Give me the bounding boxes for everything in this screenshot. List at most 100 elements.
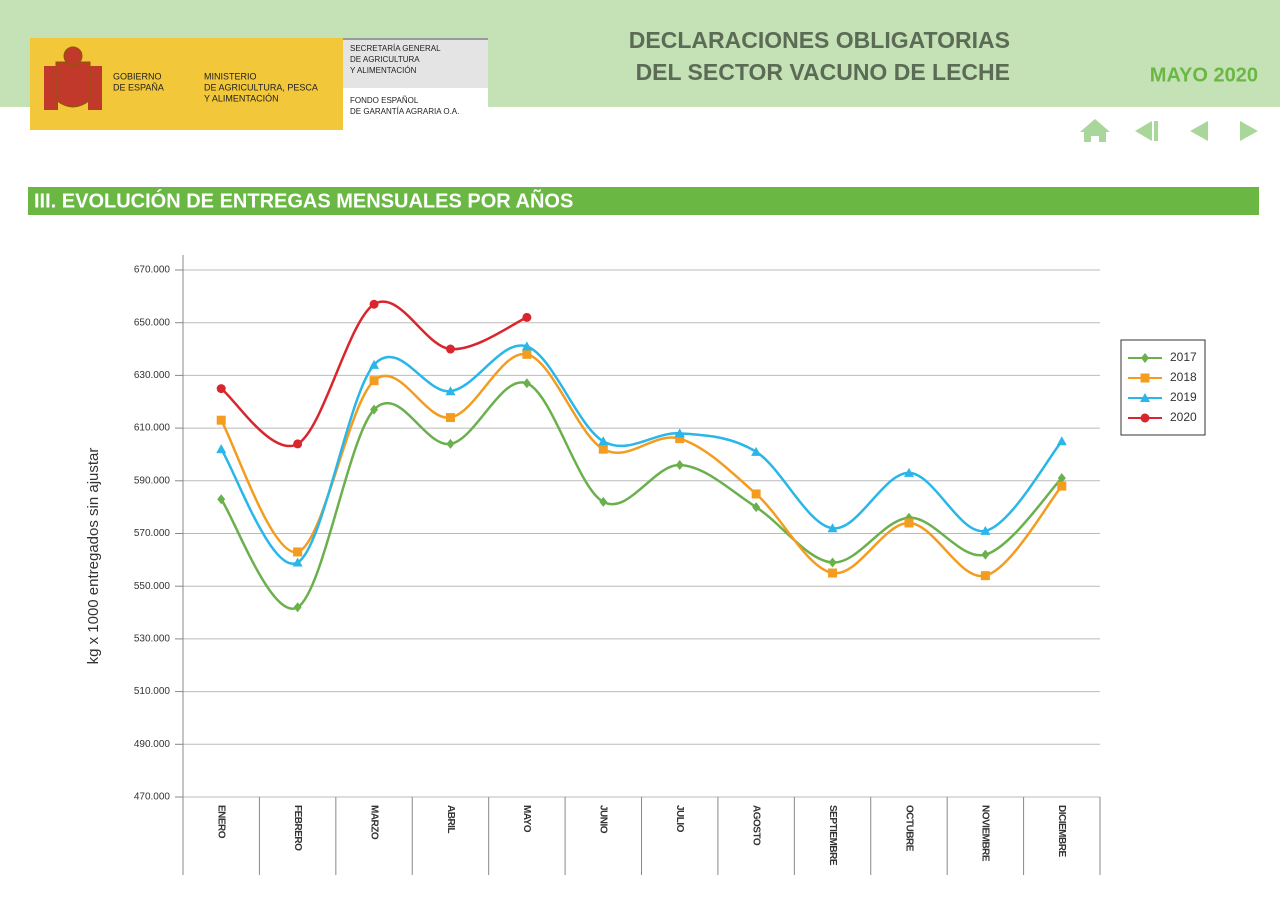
point (445, 386, 456, 396)
secretary-line: Y ALIMENTACIÓN (350, 66, 417, 75)
x-tick-label: AGOSTO (750, 805, 761, 846)
x-tick-label: MARZO (368, 805, 379, 840)
gov-line: DE ESPAÑA (113, 82, 164, 92)
secretary-line: DE AGRICULTURA (350, 55, 420, 64)
series-line (220, 300, 528, 448)
point (216, 415, 226, 425)
point (369, 359, 380, 369)
point (1056, 436, 1067, 446)
legend-marker (1140, 413, 1150, 423)
point (903, 467, 914, 477)
point (981, 549, 990, 560)
legend (1120, 339, 1206, 436)
gov-line: GOBIERNO (113, 71, 162, 81)
point (369, 299, 379, 309)
doc-title: DECLARACIONES OBLIGATORIAS (629, 27, 1010, 53)
fund-line: DE GARANTÍA AGRARIA O.A. (350, 107, 459, 116)
logo-fund (343, 88, 488, 130)
point (446, 438, 455, 449)
fund-line: FONDO ESPAÑOL (350, 96, 419, 105)
point (904, 518, 914, 528)
logo-line (343, 38, 488, 40)
x-tick-label: OCTUBRE (903, 805, 914, 852)
y-tick-label: 470.000 (134, 792, 171, 803)
point (445, 344, 455, 354)
point (293, 547, 303, 557)
point (522, 378, 531, 389)
x-tick-label: JULIO (674, 805, 685, 833)
prev-button[interactable] (1190, 121, 1208, 141)
point (522, 349, 532, 359)
home-button[interactable] (1080, 119, 1110, 142)
x-tick-label: MAYO (521, 805, 532, 833)
point (598, 444, 608, 454)
point (751, 489, 761, 499)
point (1057, 481, 1067, 491)
point (980, 525, 991, 535)
y-tick-label: 510.000 (134, 686, 171, 697)
x-tick-label: DICIEMBRE (1056, 805, 1067, 857)
point (828, 557, 837, 568)
legend-label: 2019 (1170, 390, 1197, 404)
y-tick-label: 590.000 (134, 475, 171, 486)
point (522, 312, 532, 322)
ministry-line: Y ALIMENTACIÓN (204, 93, 279, 103)
point (827, 523, 838, 533)
point (598, 436, 609, 446)
doc-title: DEL SECTOR VACUNO DE LECHE (636, 59, 1010, 85)
point (1057, 473, 1066, 484)
ministry-line: DE AGRICULTURA, PESCA (204, 82, 318, 92)
point (828, 568, 838, 578)
legend-label: 2020 (1170, 410, 1197, 424)
point (445, 413, 455, 423)
series-line (220, 381, 1063, 610)
y-tick-label: 550.000 (134, 581, 171, 592)
doc-date: MAYO 2020 (1150, 64, 1258, 86)
logo-secretary (343, 38, 488, 88)
x-tick-label: JUNIO (598, 805, 609, 834)
y-tick-label: 570.000 (134, 528, 171, 539)
point (292, 557, 303, 567)
legend-marker (1140, 393, 1150, 402)
y-tick-label: 530.000 (134, 634, 171, 645)
point (217, 494, 226, 505)
point (674, 428, 685, 438)
section-bar (28, 187, 1259, 215)
point (216, 384, 226, 394)
y-tick-label: 490.000 (134, 739, 171, 750)
series-line (220, 353, 1063, 578)
y-axis-label: kg x 1000 entregados sin ajustar (85, 448, 102, 665)
secretary-line: SECRETARÍA GENERAL (350, 44, 441, 53)
x-tick-label: ENERO (216, 805, 227, 839)
point (751, 446, 762, 456)
first-button[interactable] (1135, 121, 1158, 141)
x-tick-label: NOVIEMBRE (980, 805, 991, 862)
legend-marker (1141, 353, 1149, 363)
next-button[interactable] (1240, 121, 1258, 141)
coat-of-arms (44, 46, 102, 110)
x-tick-label: SEPTIEMBRE (827, 805, 838, 866)
logo-ministry (188, 38, 343, 130)
point (752, 502, 761, 513)
ministry-line: MINISTERIO (204, 71, 257, 81)
point (293, 602, 302, 613)
y-tick-label: 630.000 (134, 370, 171, 381)
point (599, 496, 608, 507)
section-title: III. EVOLUCIÓN DE ENTREGAS MENSUALES POR… (34, 188, 573, 212)
legend-label: 2017 (1170, 350, 1197, 364)
y-tick-label: 650.000 (134, 317, 171, 328)
point (216, 444, 227, 454)
point (980, 571, 990, 581)
legend-label: 2018 (1170, 370, 1197, 384)
x-tick-label: ABRIL (445, 805, 456, 833)
point (521, 341, 532, 351)
y-tick-label: 610.000 (134, 423, 171, 434)
point (369, 376, 379, 386)
point (675, 459, 684, 470)
x-tick-label: FEBRERO (292, 805, 303, 851)
legend-marker (1140, 373, 1150, 383)
point (675, 434, 685, 444)
y-tick-label: 670.000 (134, 265, 171, 276)
